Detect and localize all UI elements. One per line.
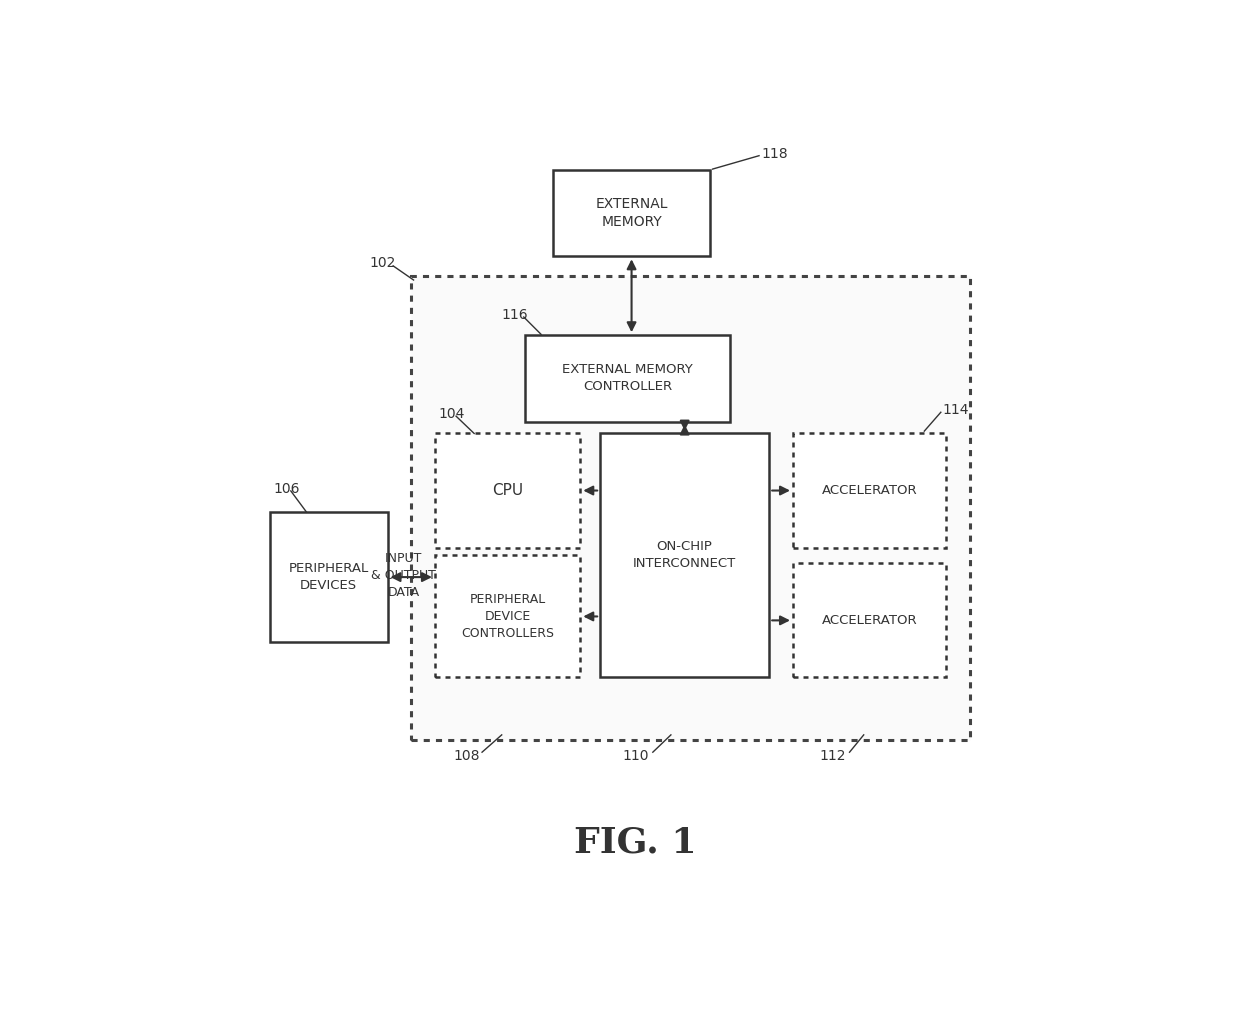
Text: 110: 110 [622,749,649,763]
Bar [412,276,970,740]
Text: ACCELERATOR: ACCELERATOR [822,614,918,626]
Text: 116: 116 [502,309,528,322]
Text: 102: 102 [370,256,396,270]
Text: PERIPHERAL
DEVICES: PERIPHERAL DEVICES [289,562,368,592]
Text: EXTERNAL MEMORY
CONTROLLER: EXTERNAL MEMORY CONTROLLER [562,364,693,393]
Text: ON-CHIP
INTERCONNECT: ON-CHIP INTERCONNECT [634,541,737,570]
Text: 112: 112 [818,749,846,763]
Text: INPUT
& OUTPUT
DATA: INPUT & OUTPUT DATA [371,552,435,599]
Text: PERIPHERAL
DEVICE
CONTROLLERS: PERIPHERAL DEVICE CONTROLLERS [461,593,554,640]
Bar [526,335,730,422]
Text: FIG. 1: FIG. 1 [574,826,697,860]
Text: 106: 106 [274,481,300,496]
Text: 104: 104 [439,407,465,421]
Bar [435,556,580,678]
Text: CPU: CPU [492,483,523,498]
Text: EXTERNAL
MEMORY: EXTERNAL MEMORY [595,197,668,229]
Bar [435,433,580,548]
Text: 114: 114 [942,403,968,417]
Bar [269,512,388,642]
Bar [792,563,946,678]
Bar [792,433,946,548]
Text: 118: 118 [761,147,789,161]
Bar [553,170,711,257]
Text: 108: 108 [453,749,480,763]
Bar [600,433,769,678]
Text: ACCELERATOR: ACCELERATOR [822,484,918,497]
